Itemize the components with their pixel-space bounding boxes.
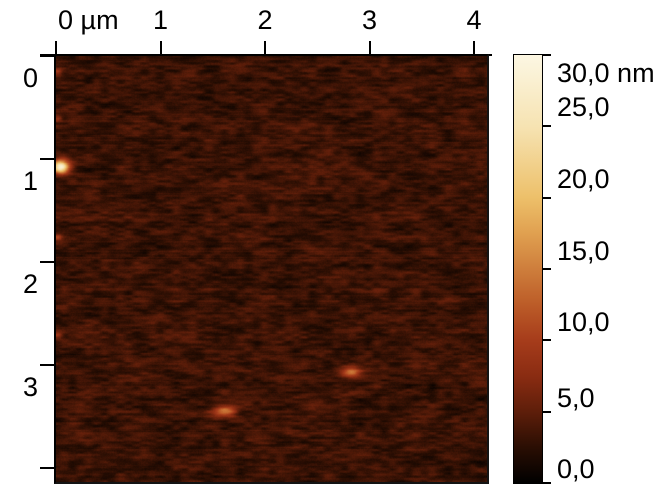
x-axis-tick-label: 2	[257, 5, 273, 35]
colorbar	[513, 54, 543, 484]
y-axis-tick-label: 2	[22, 269, 38, 300]
x-axis-tick	[473, 41, 475, 54]
colorbar-tick-label: 5,0	[557, 383, 595, 413]
afm-scan-image	[56, 56, 487, 482]
colorbar-tick-label: 15,0	[557, 236, 610, 266]
colorbar-tick-label: 0,0	[557, 454, 595, 484]
y-axis-tick-label: 1	[22, 166, 38, 197]
colorbar-tick	[542, 125, 551, 127]
x-axis-tick	[368, 41, 371, 54]
colorbar-tick-label: 10,0	[557, 307, 610, 337]
y-axis-tick	[40, 55, 55, 57]
y-axis-tick-label: 3	[22, 372, 38, 403]
colorbar-tick-label: 20,0	[557, 164, 610, 194]
colorbar-tick	[542, 268, 551, 270]
y-axis-tick-label: 0	[22, 63, 38, 93]
x-axis-tick	[55, 41, 57, 54]
colorbar-tick	[542, 197, 551, 199]
colorbar-tick	[542, 482, 551, 484]
x-axis-tick-label: 4	[466, 5, 482, 35]
x-axis-tick-label: 1	[152, 5, 169, 35]
colorbar-tick-label: 25,0	[557, 92, 610, 122]
y-axis-tick	[40, 364, 55, 367]
x-axis-tick	[264, 41, 266, 54]
colorbar-gradient	[514, 55, 542, 483]
x-axis-tick-label: 0 µm	[58, 5, 119, 35]
colorbar-tick	[542, 54, 551, 56]
colorbar-tick	[542, 339, 551, 341]
x-axis-tick	[159, 41, 162, 54]
y-axis-tick	[40, 158, 55, 161]
colorbar-tick	[542, 411, 551, 413]
y-axis-tick	[40, 261, 55, 264]
y-axis-tick	[40, 467, 55, 470]
scan-frame	[54, 54, 489, 484]
colorbar-tick-label: 30,0 nm	[557, 58, 655, 88]
x-axis-tick-label: 3	[361, 5, 378, 35]
